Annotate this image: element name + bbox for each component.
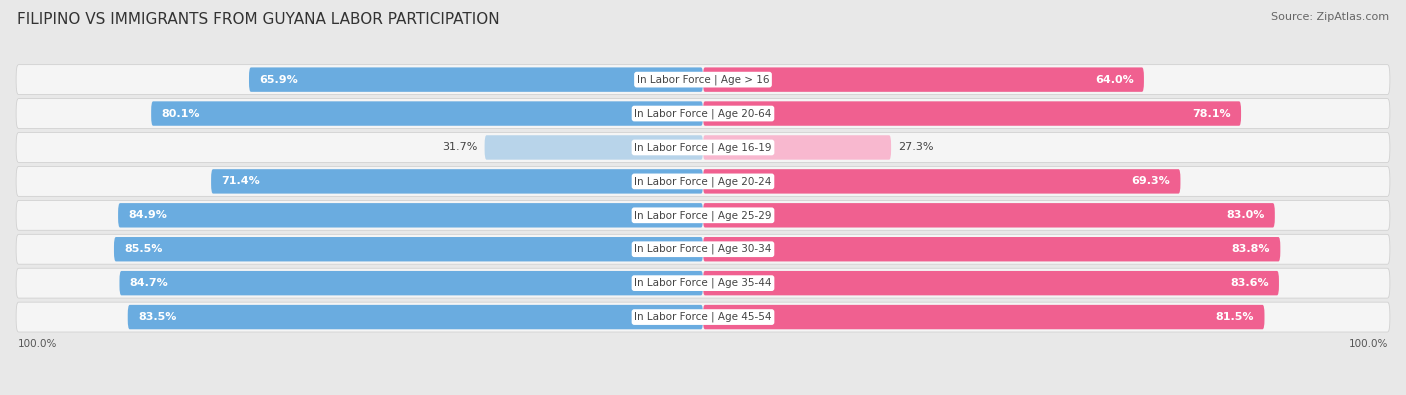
Text: In Labor Force | Age 45-54: In Labor Force | Age 45-54	[634, 312, 772, 322]
FancyBboxPatch shape	[703, 237, 1281, 261]
FancyBboxPatch shape	[703, 169, 1181, 194]
Text: 100.0%: 100.0%	[17, 339, 56, 348]
Text: In Labor Force | Age > 16: In Labor Force | Age > 16	[637, 74, 769, 85]
FancyBboxPatch shape	[703, 203, 1275, 228]
Text: 31.7%: 31.7%	[443, 143, 478, 152]
FancyBboxPatch shape	[703, 135, 891, 160]
FancyBboxPatch shape	[703, 102, 1241, 126]
Text: Source: ZipAtlas.com: Source: ZipAtlas.com	[1271, 12, 1389, 22]
FancyBboxPatch shape	[15, 268, 1391, 298]
Text: In Labor Force | Age 35-44: In Labor Force | Age 35-44	[634, 278, 772, 288]
Text: In Labor Force | Age 16-19: In Labor Force | Age 16-19	[634, 142, 772, 153]
FancyBboxPatch shape	[15, 234, 1391, 264]
FancyBboxPatch shape	[703, 271, 1279, 295]
Text: 78.1%: 78.1%	[1192, 109, 1230, 118]
Text: In Labor Force | Age 25-29: In Labor Force | Age 25-29	[634, 210, 772, 220]
FancyBboxPatch shape	[15, 166, 1391, 196]
Text: 83.0%: 83.0%	[1226, 210, 1264, 220]
FancyBboxPatch shape	[114, 237, 703, 261]
FancyBboxPatch shape	[118, 203, 703, 228]
Text: 84.7%: 84.7%	[129, 278, 169, 288]
Text: 83.5%: 83.5%	[138, 312, 176, 322]
FancyBboxPatch shape	[120, 271, 703, 295]
Text: 81.5%: 81.5%	[1216, 312, 1254, 322]
FancyBboxPatch shape	[15, 65, 1391, 94]
Text: 80.1%: 80.1%	[162, 109, 200, 118]
FancyBboxPatch shape	[703, 305, 1264, 329]
Text: In Labor Force | Age 20-64: In Labor Force | Age 20-64	[634, 108, 772, 119]
Text: FILIPINO VS IMMIGRANTS FROM GUYANA LABOR PARTICIPATION: FILIPINO VS IMMIGRANTS FROM GUYANA LABOR…	[17, 12, 499, 27]
FancyBboxPatch shape	[249, 68, 703, 92]
FancyBboxPatch shape	[485, 135, 703, 160]
Text: In Labor Force | Age 30-34: In Labor Force | Age 30-34	[634, 244, 772, 254]
Text: 83.8%: 83.8%	[1232, 244, 1270, 254]
Text: 84.9%: 84.9%	[128, 210, 167, 220]
Text: 65.9%: 65.9%	[259, 75, 298, 85]
FancyBboxPatch shape	[15, 200, 1391, 230]
Text: 83.6%: 83.6%	[1230, 278, 1268, 288]
FancyBboxPatch shape	[15, 99, 1391, 128]
FancyBboxPatch shape	[703, 68, 1144, 92]
Text: 71.4%: 71.4%	[221, 177, 260, 186]
Text: 69.3%: 69.3%	[1132, 177, 1170, 186]
FancyBboxPatch shape	[128, 305, 703, 329]
FancyBboxPatch shape	[15, 302, 1391, 332]
FancyBboxPatch shape	[211, 169, 703, 194]
FancyBboxPatch shape	[15, 133, 1391, 162]
Text: 27.3%: 27.3%	[898, 143, 934, 152]
Text: 85.5%: 85.5%	[124, 244, 163, 254]
Text: 100.0%: 100.0%	[1350, 339, 1389, 348]
FancyBboxPatch shape	[152, 102, 703, 126]
Text: In Labor Force | Age 20-24: In Labor Force | Age 20-24	[634, 176, 772, 187]
Text: 64.0%: 64.0%	[1095, 75, 1133, 85]
